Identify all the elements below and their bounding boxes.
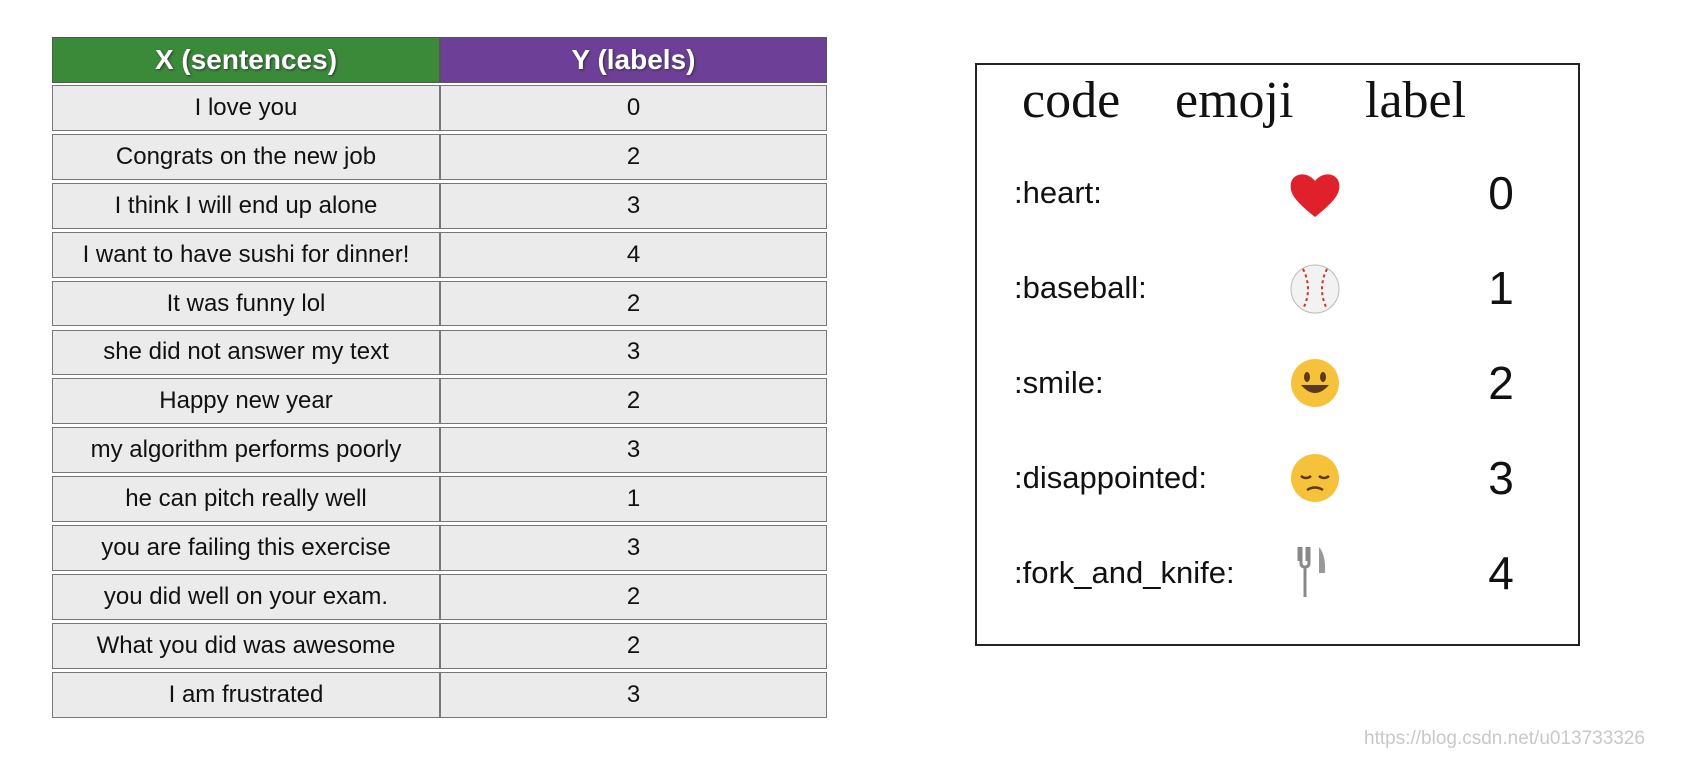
fork-and-knife-icon: [1297, 547, 1326, 597]
header-cell: Y (labels): [440, 37, 827, 83]
sentence-cell: he can pitch really well: [52, 476, 440, 523]
emoji-code: :disappointed:: [1014, 460, 1208, 495]
sentence-cell: you are failing this exercise: [52, 525, 440, 571]
label-cell: 2: [440, 378, 827, 425]
emoji-label: 2: [1488, 357, 1514, 409]
emoji-label: 4: [1488, 547, 1514, 599]
column-header: code: [1022, 72, 1121, 129]
watermark: https://blog.csdn.net/u013733326: [1364, 728, 1646, 749]
sentence-cell: Happy new year: [52, 378, 440, 425]
sentence-cell: you did well on your exam.: [52, 574, 440, 620]
emoji-code: :smile:: [1014, 365, 1104, 400]
sentence-cell: What you did was awesome: [52, 622, 440, 669]
label-cell: 2: [440, 622, 827, 669]
sentence-cell: I love you: [52, 85, 440, 131]
label-cell: 1: [440, 476, 827, 523]
emoji-code: :baseball:: [1014, 270, 1147, 305]
sentence-cell: Congrats on the new job: [52, 133, 440, 180]
smile-icon: [1291, 359, 1339, 407]
baseball-icon: [1290, 264, 1340, 314]
sentence-cell: I am frustrated: [52, 671, 440, 718]
heart-icon: [1290, 174, 1340, 217]
column-header: emoji: [1175, 72, 1294, 129]
column-header: label: [1365, 72, 1467, 129]
emoji-label: 3: [1488, 452, 1514, 504]
disappointed-icon: [1291, 454, 1339, 502]
emoji-code: :fork_and_knife:: [1014, 555, 1235, 590]
label-cell: 0: [440, 85, 827, 131]
emoji-table: code emoji label :heart: 0 :baseball: 1 :smile:…: [975, 63, 1580, 646]
label-cell: 2: [440, 574, 827, 620]
emoji-label: 0: [1488, 167, 1514, 219]
header-cell: X (sentences): [52, 37, 440, 83]
sentence-cell: she did not answer my text: [52, 329, 440, 376]
label-cell: 2: [440, 133, 827, 180]
label-cell: 2: [440, 280, 827, 327]
label-cell: 3: [440, 182, 827, 229]
label-cell: 3: [440, 427, 827, 474]
emoji-label: 1: [1488, 262, 1514, 314]
emoji-code: :heart:: [1014, 175, 1102, 210]
label-cell: 3: [440, 329, 827, 376]
sentence-cell: I want to have sushi for dinner!: [52, 231, 440, 278]
label-cell: 3: [440, 525, 827, 571]
sentence-cell: I think I will end up alone: [52, 182, 440, 229]
sentence-cell: It was funny lol: [52, 280, 440, 327]
label-cell: 3: [440, 671, 827, 718]
label-cell: 4: [440, 231, 827, 278]
sentence-cell: my algorithm performs poorly: [52, 427, 440, 474]
